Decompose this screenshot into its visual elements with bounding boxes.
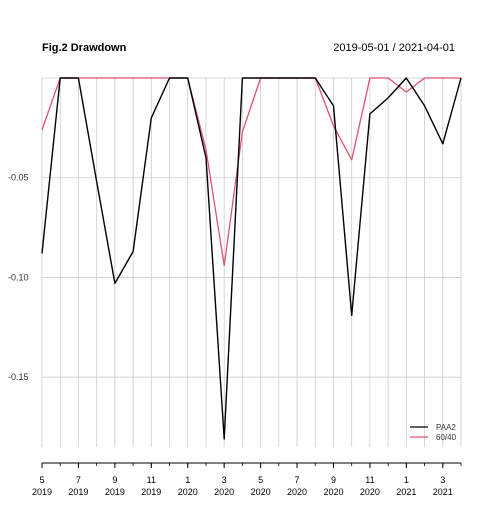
x-tick-month-label: 9 bbox=[112, 475, 117, 485]
x-tick-year-label: 2021 bbox=[396, 487, 416, 497]
x-tick-month-label: 11 bbox=[147, 475, 156, 485]
chart-title: Fig.2 Drawdown bbox=[42, 42, 127, 54]
x-tick-month-label: 1 bbox=[185, 475, 190, 485]
x-tick-month-label: 9 bbox=[331, 475, 336, 485]
series-line-60-40 bbox=[41, 77, 461, 267]
x-tick-month-label: 5 bbox=[258, 475, 263, 485]
x-tick-month-label: 3 bbox=[440, 475, 445, 485]
x-tick-month-label: 7 bbox=[295, 475, 300, 485]
x-tick-year-label: 2020 bbox=[251, 487, 271, 497]
legend-label-60-40: 60/40 bbox=[436, 433, 457, 442]
x-tick-year-label: 2020 bbox=[287, 487, 307, 497]
x-tick-year-label: 2020 bbox=[360, 487, 380, 497]
x-tick-month-label: 3 bbox=[222, 475, 227, 485]
series-layer bbox=[41, 77, 462, 440]
x-tick-year-label: 2019 bbox=[141, 487, 161, 497]
x-tick-year-label: 2019 bbox=[105, 487, 125, 497]
x-tick-year-label: 2021 bbox=[433, 487, 453, 497]
legend-label-paa2: PAA2 bbox=[436, 423, 456, 432]
x-tick-month-label: 5 bbox=[39, 475, 44, 485]
chart-date-range: 2019-05-01 / 2021-04-01 bbox=[333, 42, 455, 54]
axis-layer: -0.05 -0.10 -0.15 5 2019 7 2019 9 2019 11 2019 1 202… bbox=[8, 173, 462, 497]
grid-layer bbox=[41, 77, 462, 447]
x-tick-year-label: 2019 bbox=[32, 487, 52, 497]
x-tick-year-label: 2020 bbox=[214, 487, 234, 497]
x-tick-year-label: 2019 bbox=[68, 487, 88, 497]
y-tick-label: -0.10 bbox=[8, 272, 29, 282]
x-tick-year-label: 2020 bbox=[178, 487, 198, 497]
x-tick-month-label: 11 bbox=[365, 475, 374, 485]
y-tick-label: -0.05 bbox=[8, 173, 29, 183]
x-tick-year-label: 2020 bbox=[323, 487, 343, 497]
x-tick-month-label: 1 bbox=[404, 475, 409, 485]
x-tick-month-label: 7 bbox=[76, 475, 81, 485]
y-tick-label: -0.15 bbox=[8, 372, 29, 382]
series-line-paa2 bbox=[41, 77, 462, 440]
